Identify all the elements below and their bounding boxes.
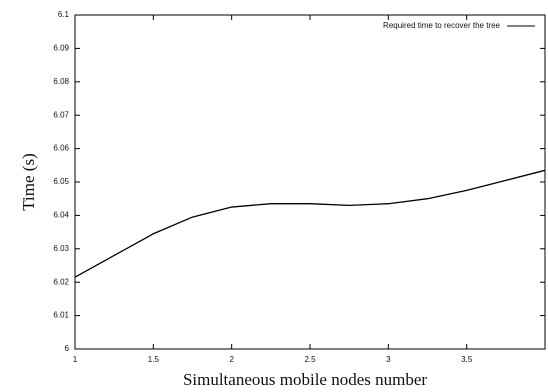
y-tick-label: 6.1 — [58, 10, 70, 19]
x-tick-label: 3 — [386, 355, 391, 364]
y-tick-label: 6.03 — [53, 244, 69, 253]
y-tick-label: 6.06 — [53, 144, 69, 153]
y-tick-label: 6.07 — [53, 110, 69, 119]
x-axis-title: Simultaneous mobile nodes number — [183, 370, 427, 389]
x-tick-label: 2.5 — [304, 355, 316, 364]
y-tick-label: 6.04 — [53, 211, 69, 220]
data-line — [74, 169, 546, 278]
plot-frame — [74, 14, 546, 350]
x-tick-label: 1 — [73, 355, 78, 364]
y-tick-label: 6.09 — [53, 44, 69, 53]
y-tick-label: 6.08 — [53, 77, 69, 86]
legend-label: Required time to recover the tree — [383, 21, 500, 30]
x-tick-label: 3.5 — [461, 355, 473, 364]
x-tick-label: 2 — [229, 355, 234, 364]
y-tick-label: 6 — [65, 344, 70, 353]
y-tick-label: 6.02 — [53, 277, 69, 286]
y-tick-label: 6.05 — [53, 177, 69, 186]
x-tick-label: 1.5 — [148, 355, 160, 364]
y-tick-label: 6.01 — [53, 311, 69, 320]
y-axis-title: Time (s) — [19, 153, 38, 210]
